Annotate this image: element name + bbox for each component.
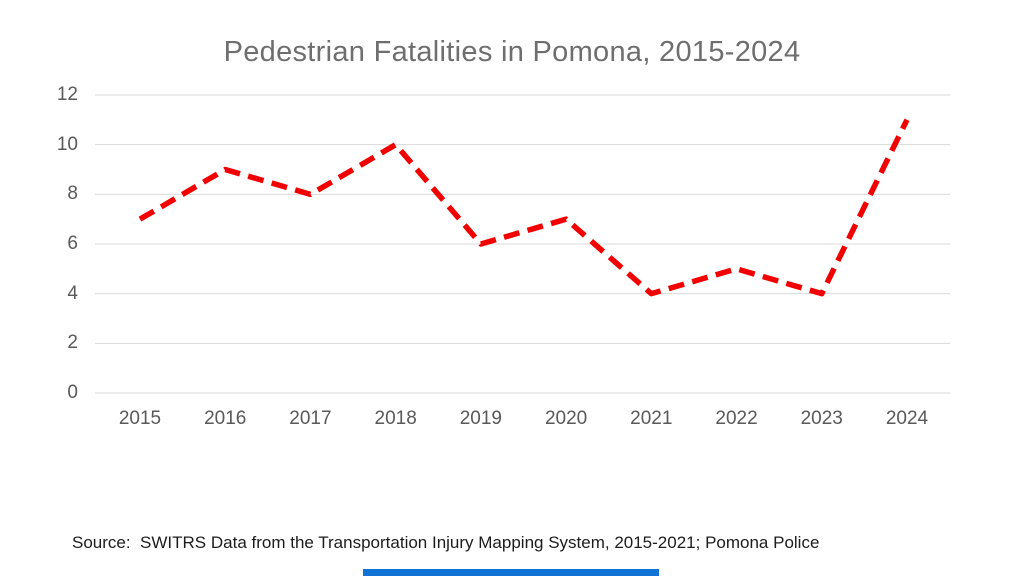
chart-title: Pedestrian Fatalities in Pomona, 2015-20… — [223, 36, 801, 68]
y-axis-tick-label: 6 — [67, 233, 78, 254]
y-axis-tick-label: 12 — [56, 84, 78, 105]
x-axis-tick-label: 2018 — [374, 408, 417, 429]
x-axis-tick-label: 2019 — [459, 408, 503, 429]
x-axis-tick-label: 2017 — [289, 408, 332, 429]
y-axis-tick-label: 4 — [67, 282, 78, 304]
source-caption-line1: Source: SWITRS Data from the Transportat… — [72, 533, 820, 552]
source-caption: Source: SWITRS Data from the Transportat… — [72, 478, 902, 576]
x-axis-tick-label: 2024 — [885, 408, 929, 429]
y-axis-tick-label: 0 — [67, 382, 78, 403]
x-axis-tick-label: 2022 — [715, 408, 758, 429]
x-axis-tick-label: 2023 — [800, 408, 843, 429]
x-axis-tick-label: 2021 — [630, 408, 673, 429]
x-axis-tick-label: 2016 — [204, 408, 247, 429]
y-axis-tick-label: 8 — [67, 183, 78, 205]
x-axis-tick-label: 2015 — [118, 408, 162, 429]
x-axis-tick-label: 2020 — [544, 408, 588, 429]
y-axis-tick-label: 10 — [56, 133, 78, 155]
data-series-line — [138, 118, 910, 297]
y-axis-tick-label: 2 — [67, 332, 78, 354]
footer-accent-bar — [363, 569, 659, 576]
